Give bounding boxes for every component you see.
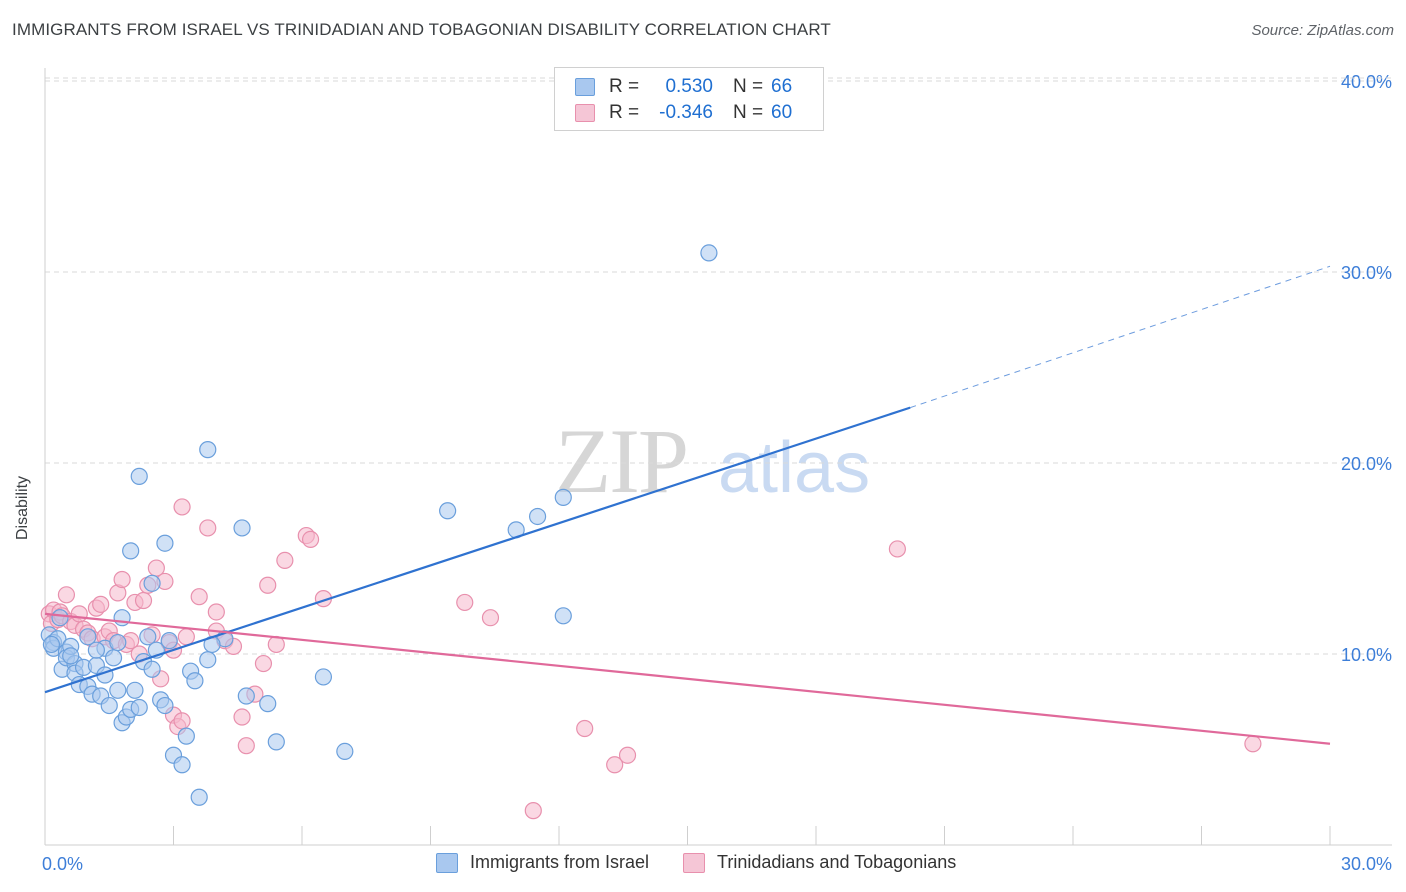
tt-point [177,628,195,646]
israel-point [109,681,127,699]
israel-legend-label: Immigrants from Israel [470,852,650,872]
israel-point [267,733,285,751]
israel-point [130,698,148,717]
x-tick-label: 30.0% [1341,854,1392,874]
israel-point [139,628,157,646]
r-label: R = [609,102,640,123]
israel-point [177,727,195,745]
tt-point [113,570,131,589]
tt-point [233,708,251,726]
tt-point [173,498,191,516]
israel-point [79,628,97,646]
chart-title: IMMIGRANTS FROM ISRAEL VS TRINIDADIAN AN… [12,20,831,39]
watermark-atlas: atlas [718,428,870,508]
r-value: 0.530 [665,76,713,97]
israel-point [160,632,178,650]
tt-point [524,802,542,820]
israel-point [87,641,106,659]
tt-trend-line [44,612,1331,745]
tt-point [618,746,637,764]
israel-point [51,609,69,627]
n-label: N = [733,76,764,97]
tt-point [276,551,294,570]
source-credit: Source: ZipAtlas.com [1251,22,1394,39]
tt-point [70,605,88,623]
tt-point [481,609,500,627]
tt-point [576,719,594,738]
israel-point [100,696,118,715]
israel-point [42,635,61,654]
israel-point [62,647,80,665]
israel-point [554,607,572,625]
r-value: -0.346 [659,102,713,123]
y-tick-label: 30.0% [1341,263,1392,283]
tt-point [134,591,153,610]
n-value: 66 [771,76,793,97]
israel-point [156,696,174,715]
israel-trend-extension [910,265,1331,409]
tt-point [199,519,217,537]
israel-point [259,695,277,713]
israel-point [314,668,333,686]
tt-point [57,586,76,604]
israel-trend-line [44,406,911,694]
israel-point [237,687,255,705]
tt-point [606,756,624,774]
tt-point [259,576,277,594]
legend-row-israel: R = 0.530 N = 66 [575,74,792,100]
israel-point [199,441,217,459]
israel-point [190,788,208,806]
tt-point [190,588,208,606]
israel-point [122,542,140,560]
israel-point [233,519,251,537]
tt-point [888,540,906,558]
israel-point [109,633,127,652]
watermark-zip: ZIP [555,410,687,512]
israel-point [104,649,123,667]
israel-point [143,574,161,592]
n-label: N = [733,102,764,123]
tt-point [173,712,191,730]
israel-point [439,502,457,520]
n-value: 60 [771,102,793,123]
israel-point [186,672,204,690]
israel-point [700,244,718,262]
series-legend: Immigrants from Israel Trinidadians and … [436,852,990,873]
israel-point [126,681,144,699]
israel-swatch [575,78,595,96]
y-tick-label: 40.0% [1341,72,1392,92]
tt-swatch [575,104,595,122]
tt-legend-swatch [683,852,706,873]
tt-legend-label: Trinidadians and Tobagonians [717,852,957,872]
tt-point [301,530,320,549]
legend-item-israel: Immigrants from Israel [436,852,649,873]
israel-point [173,756,191,774]
tt-point [92,595,110,613]
israel-point [336,742,354,761]
israel-point [199,651,217,669]
correlation-legend: R = 0.530 N = 66 R = -0.346 N = 60 [554,67,824,131]
y-tick-label: 10.0% [1341,645,1392,665]
israel-point [130,467,148,485]
israel-point [143,660,161,678]
legend-row-tt: R = -0.346 N = 60 [575,100,792,126]
legend-item-tt: Trinidadians and Tobagonians [683,852,956,873]
y-tick-label: 20.0% [1341,454,1392,474]
r-label: R = [609,76,640,97]
tt-point [207,603,225,621]
tt-point [237,737,255,755]
tt-point [1244,735,1262,753]
israel-point [156,534,174,552]
tt-point [254,654,273,673]
israel-point [554,488,572,506]
israel-point [528,507,547,526]
tt-point [456,593,474,612]
x-tick-label: 0.0% [42,854,83,874]
israel-legend-swatch [436,852,458,873]
